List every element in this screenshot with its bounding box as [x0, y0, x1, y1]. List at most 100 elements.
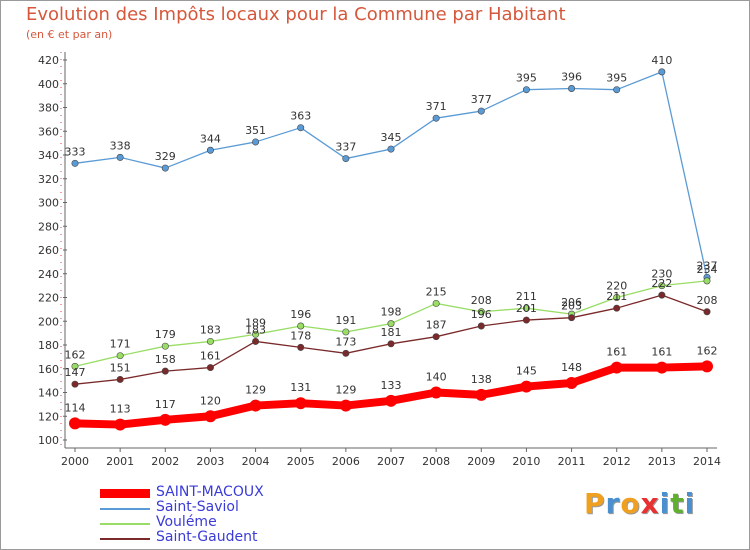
data-label-saint-gaudent: 158: [155, 353, 176, 366]
data-label-voul-me: 162: [65, 348, 86, 361]
y-tick-label: 360: [38, 125, 59, 138]
data-label-saint-gaudent: 173: [335, 335, 356, 348]
data-point-saint-macoux: [249, 399, 262, 412]
data-label-voul-me: 208: [471, 294, 492, 307]
data-label-saint-saviol: 344: [200, 132, 221, 145]
data-point-saint-gaudent: [432, 333, 440, 341]
data-label-saint-saviol: 333: [65, 145, 86, 158]
data-point-voul-me: [71, 362, 79, 370]
data-point-saint-gaudent: [703, 308, 711, 316]
data-label-voul-me: 171: [110, 338, 131, 351]
legend-swatch: [100, 538, 150, 540]
x-tick-label: 2005: [287, 455, 315, 468]
data-label-saint-macoux: 133: [381, 379, 402, 392]
data-point-voul-me: [252, 330, 260, 338]
x-tick-label: 2004: [242, 455, 270, 468]
data-label-saint-saviol: 329: [155, 150, 176, 163]
y-tick-label: 200: [38, 315, 59, 328]
data-label-voul-me: 206: [561, 296, 582, 309]
data-label-saint-saviol: 337: [335, 141, 356, 154]
x-tick-label: 2013: [648, 455, 676, 468]
data-point-voul-me: [432, 299, 440, 307]
data-point-voul-me: [116, 352, 124, 360]
x-tick-label: 2007: [377, 455, 405, 468]
data-point-saint-macoux: [385, 394, 397, 407]
data-label-saint-macoux: 140: [426, 371, 447, 384]
logo-letter: i: [684, 487, 696, 520]
data-point-saint-saviol: [71, 159, 79, 167]
x-tick-label: 2010: [512, 455, 540, 468]
data-point-saint-saviol: [432, 114, 440, 122]
data-label-saint-macoux: 113: [110, 403, 131, 416]
data-label-voul-me: 183: [200, 323, 221, 336]
data-label-saint-saviol: 377: [471, 93, 492, 106]
data-label-saint-gaudent: 161: [200, 350, 221, 363]
y-tick-label: 160: [38, 363, 59, 376]
data-point-saint-gaudent: [297, 343, 305, 351]
data-point-saint-saviol: [477, 107, 485, 115]
data-point-saint-macoux: [520, 380, 533, 393]
legend-swatch: [100, 523, 150, 525]
data-label-voul-me: 230: [651, 268, 672, 281]
legend: SAINT-MACOUX Saint-Saviol Vouléme Saint-Gau…: [100, 484, 360, 546]
chart-title: Evolution des Impôts locaux pour la Comm…: [26, 4, 566, 25]
legend-item: Saint-Gaudent: [100, 530, 360, 546]
data-label-saint-macoux: 162: [697, 344, 718, 357]
proxiti-logo: Proxiti: [584, 487, 695, 520]
data-point-saint-macoux: [610, 361, 623, 374]
data-label-saint-saviol: 338: [110, 139, 131, 152]
y-tick-label: 220: [38, 292, 59, 305]
data-point-saint-macoux: [655, 361, 668, 374]
data-label-voul-me: 198: [381, 306, 402, 319]
legend-item: SAINT-MACOUX: [100, 484, 360, 501]
data-label-voul-me: 234: [697, 263, 718, 276]
data-point-saint-saviol: [161, 164, 169, 172]
data-point-saint-gaudent: [161, 367, 169, 375]
data-point-saint-gaudent: [71, 380, 79, 388]
logo-letter: P: [584, 487, 606, 520]
legend-swatch: [100, 508, 150, 510]
data-label-saint-macoux: 129: [335, 384, 356, 397]
data-label-saint-macoux: 148: [561, 361, 582, 374]
y-tick-label: 420: [38, 54, 59, 67]
x-tick-label: 2006: [332, 455, 360, 468]
x-tick-label: 2001: [106, 455, 134, 468]
data-point-saint-macoux: [430, 386, 443, 399]
data-point-saint-gaudent: [658, 291, 666, 299]
data-label-saint-macoux: 161: [606, 346, 627, 359]
y-tick-label: 140: [38, 387, 59, 400]
data-point-saint-macoux: [204, 410, 217, 423]
data-point-saint-gaudent: [342, 349, 350, 357]
data-point-saint-saviol: [387, 145, 395, 153]
data-label-saint-saviol: 395: [516, 72, 537, 85]
y-tick-label: 280: [38, 220, 59, 233]
data-point-voul-me: [297, 322, 305, 330]
data-point-voul-me: [387, 320, 395, 328]
data-label-voul-me: 179: [155, 328, 176, 341]
data-point-saint-macoux: [69, 417, 81, 430]
data-point-voul-me: [206, 337, 214, 345]
data-label-voul-me: 220: [606, 280, 627, 293]
data-point-saint-macoux: [114, 418, 127, 431]
y-tick-label: 340: [38, 149, 59, 162]
legend-item: Saint-Saviol: [100, 500, 360, 516]
data-label-saint-macoux: 114: [65, 401, 86, 414]
data-label-saint-macoux: 129: [245, 384, 266, 397]
data-label-saint-gaudent: 178: [290, 329, 311, 342]
data-point-saint-saviol: [342, 155, 350, 163]
data-point-saint-macoux: [159, 413, 172, 426]
data-label-voul-me: 191: [335, 314, 356, 327]
data-point-saint-macoux: [565, 377, 578, 389]
data-label-saint-gaudent: 211: [606, 290, 627, 303]
y-tick-label: 180: [38, 339, 59, 352]
logo-letter: r: [605, 487, 621, 520]
data-point-voul-me: [613, 293, 621, 301]
data-label-saint-macoux: 161: [651, 346, 672, 359]
legend-label: SAINT-MACOUX: [156, 484, 264, 500]
chart-subtitle: (en € et par an): [26, 28, 113, 41]
x-tick-label: 2011: [558, 455, 586, 468]
data-point-saint-saviol: [116, 153, 124, 161]
data-point-saint-gaudent: [522, 316, 530, 324]
data-point-saint-gaudent: [387, 340, 395, 348]
